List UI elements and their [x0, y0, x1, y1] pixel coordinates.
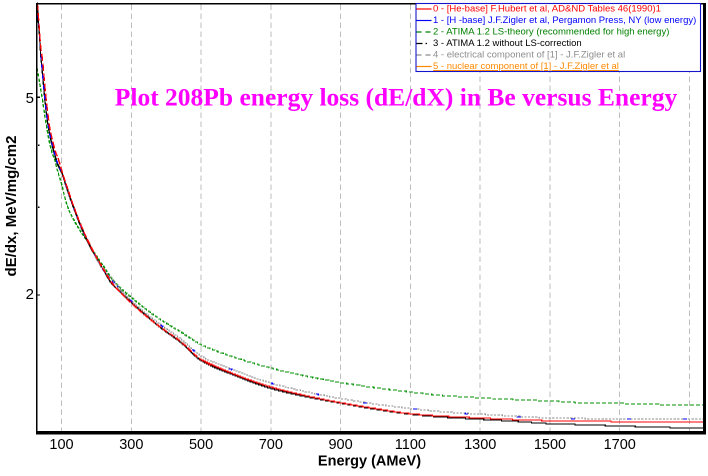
svg-text:1100: 1100	[395, 437, 426, 453]
svg-text:Energy (AMeV): Energy (AMeV)	[318, 454, 421, 470]
svg-text:700: 700	[259, 437, 283, 453]
svg-text:4 - electrical component of [1: 4 - electrical component of [1] - J.F.Zi…	[433, 50, 625, 61]
svg-text:0 - [He-base] F.Hubert et al,: 0 - [He-base] F.Hubert et al, AD&ND Tabl…	[433, 4, 661, 15]
svg-text:900: 900	[328, 437, 352, 453]
svg-text:2 - ATIMA 1.2 LS-theory (reco: 2 - ATIMA 1.2 LS-theory (recommended for…	[433, 27, 669, 38]
svg-text:1 - [H -base] J.F.Zigler et al: 1 - [H -base] J.F.Zigler et al, Pergamon…	[433, 15, 696, 26]
svg-text:1700: 1700	[604, 437, 636, 453]
svg-text:3 - ATIMA 1.2 without LS-corr: 3 - ATIMA 1.2 without LS-correction	[433, 38, 582, 49]
svg-text:500: 500	[189, 437, 213, 453]
svg-text:2: 2	[26, 286, 34, 303]
svg-text:100: 100	[49, 437, 73, 453]
svg-text:Plot 208Pb energy loss (dE/dX): Plot 208Pb energy loss (dE/dX) in Be ver…	[115, 83, 678, 112]
svg-text:300: 300	[119, 437, 143, 453]
svg-text:1300: 1300	[464, 437, 496, 453]
svg-text:1500: 1500	[534, 437, 566, 453]
svg-text:5 - nuclear component of [1] -: 5 - nuclear component of [1] - J.F.Zigle…	[433, 61, 619, 72]
svg-text:5: 5	[26, 90, 34, 107]
svg-text:dE/dx, MeV/mg/cm2: dE/dx, MeV/mg/cm2	[3, 136, 20, 277]
